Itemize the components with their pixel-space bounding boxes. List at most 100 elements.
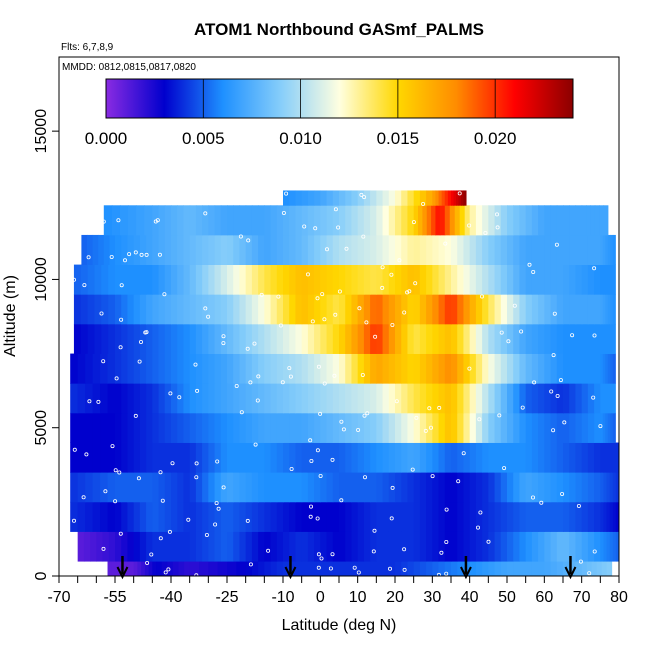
heatmap-cell: [70, 442, 79, 473]
heatmap-cell: [612, 294, 616, 325]
heatmap-cell: [586, 205, 591, 236]
heatmap-cell: [141, 561, 146, 576]
heatmap-cell: [451, 383, 458, 414]
heatmap-cell: [77, 383, 86, 414]
heatmap-cell: [245, 561, 253, 576]
heatmap-cell: [158, 205, 166, 236]
heatmap-cell: [544, 383, 552, 414]
heatmap-cell: [401, 234, 409, 265]
heatmap-cell: [301, 264, 309, 295]
heatmap-cell: [432, 294, 440, 325]
heatmap-cell: [463, 412, 471, 443]
heatmap-cell: [605, 234, 609, 265]
heatmap-cell: [525, 234, 533, 265]
heatmap-cell: [92, 234, 99, 265]
heatmap-cell: [587, 472, 595, 503]
heatmap-cell: [314, 353, 321, 384]
heatmap-cell: [531, 531, 539, 562]
heatmap-cell: [488, 264, 496, 295]
heatmap-cell: [569, 412, 577, 443]
sample-marker: [520, 405, 525, 410]
heatmap-cell: [457, 294, 465, 325]
heatmap-cell: [469, 442, 477, 473]
sample-marker: [221, 485, 226, 490]
heatmap-cell: [357, 205, 365, 236]
heatmap-cell: [345, 442, 353, 473]
altitude-band: [73, 294, 616, 325]
heatmap-cell: [339, 442, 346, 473]
heatmap-cell: [605, 323, 609, 354]
heatmap-cell: [339, 412, 346, 443]
altitude-band: [70, 412, 616, 443]
heatmap-cell: [158, 442, 166, 473]
sample-marker: [560, 491, 565, 496]
heatmap-cell: [351, 561, 359, 576]
heatmap-cell: [195, 412, 203, 443]
heatmap-cell: [382, 353, 390, 384]
sample-marker: [216, 506, 221, 511]
heatmap-cell: [189, 353, 197, 384]
heatmap-cell: [202, 412, 209, 443]
heatmap-cell: [214, 442, 222, 473]
heatmap-cell: [283, 383, 290, 414]
heatmap-cell: [550, 234, 558, 265]
heatmap-cell: [295, 323, 303, 354]
heatmap-cell: [435, 205, 441, 236]
heatmap-cell: [115, 412, 122, 443]
heatmap-cell: [357, 501, 365, 532]
heatmap-cell: [195, 323, 203, 354]
heatmap-cell: [351, 294, 359, 325]
heatmap-cell: [133, 531, 141, 562]
heatmap-cell: [152, 294, 160, 325]
sample-marker: [195, 388, 200, 393]
heatmap-cell: [370, 294, 377, 325]
heatmap-cell: [599, 205, 605, 236]
heatmap-cell: [451, 264, 458, 295]
heatmap-cell: [538, 412, 545, 443]
heatmap-cell: [357, 383, 365, 414]
heatmap-cell: [251, 412, 259, 443]
sample-marker: [322, 381, 327, 386]
heatmap-cell: [544, 264, 552, 295]
sample-marker: [96, 399, 101, 404]
sample-marker: [421, 201, 426, 206]
heatmap-cell: [133, 264, 141, 295]
heatmap-cell: [587, 323, 595, 354]
heatmap-cell: [85, 412, 94, 443]
heatmap-cell: [195, 205, 203, 236]
heatmap-cell: [146, 234, 153, 265]
heatmap-cell: [469, 234, 477, 265]
heatmap-cell: [217, 561, 228, 576]
heatmap-cell: [320, 190, 328, 206]
heatmap-cell: [513, 205, 521, 236]
heatmap-cell: [612, 412, 616, 443]
heatmap-cell: [189, 531, 197, 562]
x-tick-label: 80: [610, 589, 628, 606]
altitude-band: [70, 472, 619, 503]
heatmap-cell: [376, 234, 384, 265]
sample-marker: [587, 571, 592, 576]
heatmap-cell: [177, 412, 185, 443]
heatmap-cell: [602, 234, 606, 265]
heatmap-cell: [388, 323, 396, 354]
heatmap-cell: [507, 294, 514, 325]
heatmap-cell: [458, 190, 462, 206]
heatmap-cell: [245, 383, 253, 414]
heatmap-cell: [615, 501, 619, 532]
heatmap-cell: [164, 531, 172, 562]
heatmap-cell: [382, 234, 390, 265]
heatmap-cell: [73, 323, 82, 354]
heatmap-cell: [77, 472, 86, 503]
heatmap-cell: [121, 472, 129, 503]
heatmap-cell: [245, 353, 253, 384]
heatmap-cell: [500, 442, 508, 473]
heatmap-cell: [220, 442, 228, 473]
heatmap-cell: [603, 472, 608, 503]
heatmap-cell: [314, 294, 321, 325]
heatmap-cell: [482, 561, 489, 576]
heatmap-cell: [475, 412, 483, 443]
sample-marker: [118, 531, 123, 536]
heatmap-cell: [525, 412, 533, 443]
heatmap-cell: [538, 501, 545, 532]
heatmap-cell: [152, 234, 160, 265]
